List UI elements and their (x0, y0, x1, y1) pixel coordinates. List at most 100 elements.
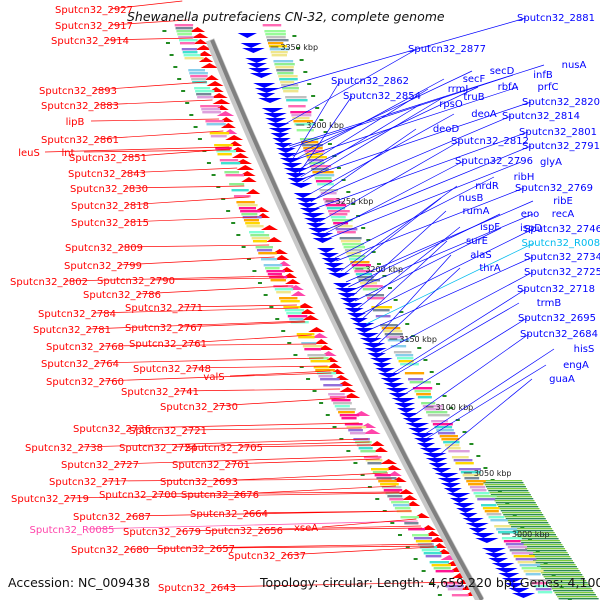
right-gene-label[interactable]: rrmJ (448, 84, 469, 95)
left-gene-label[interactable]: Sputcn32_2687 (73, 512, 151, 523)
right-gene-label[interactable]: Sputcn32_2812 (451, 136, 529, 147)
left-gene-label[interactable]: Sputcn32_2771 (125, 303, 203, 314)
right-gene-label[interactable]: deoD (433, 124, 460, 135)
right-gene-label[interactable]: Sputcn32_2877 (408, 44, 486, 55)
right-gene-label[interactable]: hisS (574, 344, 595, 355)
left-gene-label[interactable]: Sputcn32_2851 (69, 153, 147, 164)
left-gene-label[interactable]: Sputcn32_2914 (51, 36, 129, 47)
right-gene-label[interactable]: glyA (540, 157, 562, 168)
left-gene-label[interactable]: Sputcn32_2730 (160, 402, 238, 413)
right-gene-label[interactable]: Sputcn32_2684 (520, 329, 598, 340)
right-gene-label[interactable]: Sputcn32_2801 (519, 127, 597, 138)
right-gene-label[interactable]: Sputcn32_2796 (455, 156, 533, 167)
left-gene-label[interactable]: Sputcn32_2717 (49, 477, 127, 488)
left-gene-label[interactable]: Sputcn32_2917 (55, 21, 133, 32)
left-gene-label[interactable]: Sputcn32_2843 (68, 169, 146, 180)
right-gene-label[interactable]: thrA (479, 263, 500, 274)
right-gene-label[interactable]: eno (521, 209, 540, 220)
left-gene-label[interactable]: lnt (61, 148, 74, 159)
left-gene-label[interactable]: Sputcn32_2799 (64, 261, 142, 272)
right-gene-label[interactable]: Sputcn32_2791 (522, 141, 600, 152)
right-gene-label[interactable]: secD (490, 66, 515, 77)
left-gene-label[interactable]: Sputcn32_2724 (119, 443, 197, 454)
left-gene-label[interactable]: Sputcn32_2664 (190, 509, 268, 520)
left-gene-label[interactable]: Sputcn32_2741 (121, 387, 199, 398)
left-gene-label[interactable]: Sputcn32_2767 (125, 323, 203, 334)
right-gene-label[interactable]: Sputcn32_2734 (524, 252, 600, 263)
right-gene-label[interactable]: ribH (514, 172, 535, 183)
left-gene-label[interactable]: Sputcn32_2676 (181, 490, 259, 501)
left-gene-label[interactable]: Sputcn32_2656 (205, 526, 283, 537)
right-gene-label[interactable]: Sputcn32_2695 (518, 313, 596, 324)
left-gene-label[interactable]: Sputcn32_2637 (228, 551, 306, 562)
left-gene-label[interactable]: Sputcn32_2790 (97, 276, 175, 287)
left-gene-label[interactable]: Sputcn32_2927 (55, 5, 133, 16)
left-gene-label[interactable]: Sputcn32_2802 (10, 277, 88, 288)
left-gene-label[interactable]: Sputcn32_2784 (38, 309, 116, 320)
left-gene-label[interactable]: Sputcn32_R0085 (30, 525, 115, 536)
right-gene-label[interactable]: truB (463, 92, 484, 103)
right-gene-label[interactable]: Sputcn32_R0089 (522, 238, 600, 249)
right-gene-label[interactable]: ribE (553, 196, 573, 207)
right-gene-label[interactable]: Sputcn32_2718 (517, 284, 595, 295)
left-gene-label[interactable]: Sputcn32_2764 (41, 359, 119, 370)
right-gene-label[interactable]: ispD (520, 223, 542, 234)
left-gene-label[interactable]: Sputcn32_2760 (46, 377, 124, 388)
right-gene-label[interactable]: guaA (549, 374, 575, 385)
right-gene-label[interactable]: surE (466, 236, 488, 247)
left-gene-label[interactable]: Sputcn32_2705 (185, 443, 263, 454)
right-gene-label[interactable]: deoA (471, 109, 497, 120)
left-gene-label[interactable]: Sputcn32_2721 (129, 426, 207, 437)
left-gene-label[interactable]: Sputcn32_2748 (133, 364, 211, 375)
right-gene-label[interactable]: recA (552, 209, 575, 220)
right-gene-label[interactable]: Sputcn32_2746 (524, 224, 600, 235)
left-gene-label[interactable]: Sputcn32_2883 (41, 101, 119, 112)
gc-mark-left (312, 390, 317, 392)
right-gene-label[interactable]: Sputcn32_2881 (517, 13, 595, 24)
right-gene-label[interactable]: nusB (459, 193, 484, 204)
left-gene-label[interactable]: Sputcn32_2693 (160, 477, 238, 488)
left-gene-label[interactable]: Sputcn32_2738 (25, 443, 103, 454)
right-gene-label[interactable]: trmB (537, 298, 562, 309)
right-gene-label[interactable]: infB (533, 70, 553, 81)
left-gene-label[interactable]: Sputcn32_2701 (172, 460, 250, 471)
left-gene-label[interactable]: Sputcn32_2679 (123, 527, 201, 538)
left-gene-label[interactable]: Sputcn32_2700 (99, 490, 177, 501)
left-gene-label[interactable]: valS (203, 372, 224, 383)
right-gene-label[interactable]: prfC (538, 82, 559, 93)
right-gene-label[interactable]: Sputcn32_2725 (524, 267, 600, 278)
right-gene-label[interactable]: rpsO (439, 99, 463, 110)
right-gene-label[interactable]: Sputcn32_2854 (343, 91, 421, 102)
left-gene-label[interactable]: Sputcn32_2736 (73, 424, 151, 435)
left-gene-label[interactable]: leuS (18, 148, 40, 159)
right-gene-label[interactable]: rbfA (498, 82, 519, 93)
left-gene-label[interactable]: Sputcn32_2768 (46, 342, 124, 353)
right-gene-label[interactable]: ispF (480, 222, 500, 233)
right-gene-label[interactable]: nusA (562, 60, 587, 71)
right-gene-label[interactable]: Sputcn32_2769 (515, 183, 593, 194)
left-gene-label[interactable]: Sputcn32_2818 (71, 201, 149, 212)
left-gene-label[interactable]: Sputcn32_2830 (70, 184, 148, 195)
right-gene-label[interactable]: Sputcn32_2820 (522, 97, 600, 108)
right-gene-label[interactable]: Sputcn32_2862 (331, 76, 409, 87)
right-gene-label[interactable]: nrdR (475, 181, 499, 192)
right-gene-label[interactable]: Sputcn32_2814 (502, 111, 580, 122)
left-gene-label[interactable]: Sputcn32_2861 (41, 135, 119, 146)
right-gene-label[interactable]: engA (563, 360, 589, 371)
left-gene-label[interactable]: Sputcn32_2727 (61, 460, 139, 471)
right-gene-label[interactable]: secF (463, 74, 486, 85)
left-gene-label[interactable]: Sputcn32_2657 (157, 544, 235, 555)
left-gene-label[interactable]: Sputcn32_2809 (65, 243, 143, 254)
right-gene-label[interactable]: alaS (470, 250, 491, 261)
left-gene-label[interactable]: xseA (294, 523, 318, 534)
right-gene-label[interactable]: rumA (462, 206, 489, 217)
left-gene-label[interactable]: Sputcn32_2680 (71, 545, 149, 556)
left-gene-label[interactable]: Sputcn32_2719 (11, 494, 89, 505)
left-gene-label[interactable]: Sputcn32_2786 (83, 290, 161, 301)
left-gene-label[interactable]: Sputcn32_2643 (158, 583, 236, 594)
left-gene-label[interactable]: Sputcn32_2893 (39, 86, 117, 97)
left-gene-label[interactable]: Sputcn32_2781 (33, 325, 111, 336)
left-gene-label[interactable]: Sputcn32_2815 (71, 218, 149, 229)
left-gene-label[interactable]: Sputcn32_2761 (129, 339, 207, 350)
left-gene-label[interactable]: lipB (66, 117, 85, 128)
